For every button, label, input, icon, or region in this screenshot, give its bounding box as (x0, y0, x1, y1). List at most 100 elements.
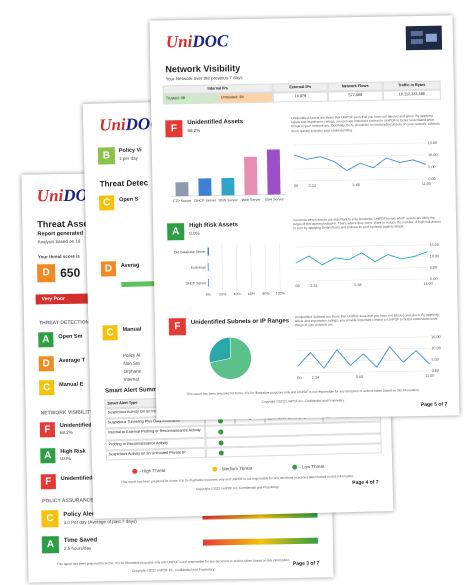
y-tick-label: 10.00 (430, 254, 440, 258)
grid-line (293, 142, 426, 146)
grid-line (295, 244, 428, 248)
analysis-line: Analysis based on 18 (37, 238, 81, 245)
page-number: Page 5 of 7 (420, 401, 448, 408)
item-line: Internal (123, 376, 139, 383)
grid-line (235, 243, 238, 291)
line-series (293, 154, 427, 172)
report-page: UniDOC Network Visibility Your Network o… (149, 15, 460, 421)
x-tick-label: 11.00 (422, 182, 431, 186)
footer-copyright: Copyright ©2022 UniPDF Inc. Confidential… (196, 484, 280, 492)
grid-line (294, 166, 427, 170)
item-value: 68.2% (59, 429, 73, 436)
item-title: Manual (122, 326, 142, 334)
grade-badge: C (99, 195, 115, 211)
item-value: 0.0% (60, 455, 71, 462)
x-tick-label: 2.34 (310, 284, 317, 288)
bar (221, 177, 235, 196)
mini-bar (121, 281, 156, 288)
grade-badge: C (102, 325, 118, 341)
page-title: Network Visibility (165, 63, 241, 75)
item-detail: 1 per day (118, 155, 138, 162)
y-tick-label: 10.00 (431, 346, 441, 350)
y-tick-label: 10.00 (428, 153, 438, 157)
table-cell: Suspicious Activity on an Untrusted Priv… (105, 447, 206, 461)
section-value: 0.0% (189, 230, 200, 237)
grid-line (295, 267, 428, 271)
section-description: Unidentified Assets are those that UniPD… (291, 113, 440, 133)
pie-slice (209, 337, 231, 363)
legend-dot (212, 466, 218, 472)
grid-line (264, 242, 267, 290)
x-tick-label: 5.68 (352, 183, 359, 187)
x-tick-label: 5.68 (356, 375, 363, 379)
item-detail: 3.0 Per day (Average of past 7 days) (63, 518, 137, 526)
pie-chart (209, 337, 252, 380)
table-cell: Trusted: 98 (162, 93, 218, 105)
grade-badge: D (38, 356, 54, 372)
footer-copyright: Copyright ©2022 UniPDF Inc. Confidential… (131, 567, 215, 573)
section-title: Threat Detec (99, 178, 149, 189)
grid-line (250, 242, 252, 290)
section-heading: POLICY ASSURANCE (42, 497, 94, 505)
x-tick-label: 0% (206, 293, 212, 297)
grade-badge: A (38, 332, 54, 348)
grade-badge: B (97, 147, 116, 165)
y-tick-label: 15.00 (428, 141, 438, 145)
x-tick-label: Web Server (242, 198, 262, 202)
bar (208, 278, 209, 287)
x-tick-label: 11.00 (425, 374, 434, 378)
y-tick-label: DHCP Server (186, 281, 207, 285)
section-title: Unidentified Subnets or IP Ranges (190, 318, 290, 326)
section-description: You know which assets are important to y… (293, 215, 441, 231)
x-tick-label: 1.00 (295, 376, 301, 380)
hbar-chart: 0% 20% 40% 60% 80% 100% Old Database Server Exc… (174, 242, 286, 297)
x-tick-label: 100% (276, 291, 286, 295)
line-chart: 0.00 5.00 10.00 15.00 1.00 2.34 5.68 11.00 (295, 335, 441, 380)
item-title: Manual E (59, 381, 84, 389)
server-icon (405, 25, 443, 51)
x-tick-label: 60% (248, 292, 256, 296)
grid-line (297, 347, 430, 351)
line-chart: 0.00 5.00 10.00 15.00 1.00 2.34 5.68 11.00 (292, 141, 438, 188)
bar (266, 149, 281, 195)
section-heading: NETWORK VISIBILITY (40, 409, 94, 417)
logo-prefix: Uni (98, 114, 126, 135)
legend-label: - High Threat (139, 467, 166, 474)
grade-badge: F (39, 422, 56, 438)
bar (243, 156, 258, 196)
page-number: Page 4 of 7 (352, 479, 379, 487)
line-series (295, 251, 428, 266)
item-title: Average T (58, 357, 86, 365)
grade-badge: A (41, 536, 60, 554)
item-title: Unidentified (60, 475, 93, 483)
footer-disclaimer: This report has been prepared for Acme. … (186, 388, 420, 397)
grid-line (297, 359, 430, 363)
legend-dot (132, 468, 138, 474)
threat-dot (218, 428, 224, 435)
score-label: Your threat score is (37, 253, 80, 260)
y-tick-label: Old Database Server (174, 250, 207, 255)
logo-suffix: DOC (192, 31, 229, 51)
page-number: Page 3 of 7 (292, 560, 320, 568)
grade-badge: A (40, 448, 56, 464)
x-tick-label: 5.68 (354, 283, 361, 287)
bar (207, 247, 210, 256)
section-title: Unidentified Assets (187, 119, 244, 127)
x-tick-label: 20% (219, 292, 227, 296)
section-title: High Risk Assets (189, 222, 238, 230)
x-tick-label: FTP Server (173, 199, 192, 203)
x-tick-label: 1.00 (292, 184, 298, 188)
item-line: Non Sta (123, 360, 140, 367)
item-title: Open S (119, 196, 139, 204)
item-title: High Risk (60, 448, 86, 456)
item-title: Time Saved (63, 537, 98, 545)
table-cell: Untrusted: 84 (217, 92, 273, 104)
grid-line (293, 154, 426, 158)
item-detail: 2.5 hours/day (63, 545, 92, 552)
y-tick-label: Exchange (191, 265, 206, 269)
threat-dot (218, 439, 224, 446)
page-subtitle: Your Network over the previous 7 days (165, 75, 243, 82)
grade-badge: F (168, 318, 187, 336)
grid-line (279, 242, 281, 290)
section-description: Unidentified Subnets are those that UniP… (294, 312, 439, 328)
